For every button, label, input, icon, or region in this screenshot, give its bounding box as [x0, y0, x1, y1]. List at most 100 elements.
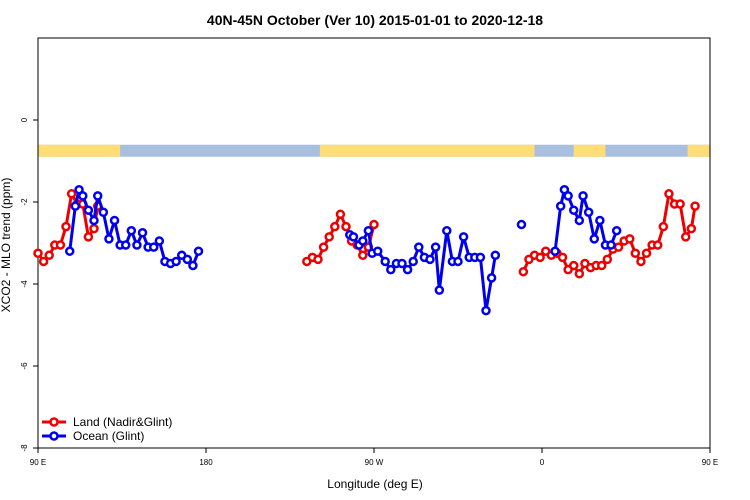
ocean-data-point [109, 215, 120, 226]
x-tick-label: 0 [540, 458, 545, 467]
ocean-data-point [414, 242, 424, 252]
y-tick-label: 0 [20, 117, 29, 122]
land-data-point [33, 248, 43, 258]
ocean-data-point [516, 219, 527, 230]
land-data-point [686, 223, 697, 234]
ocean-data-point [98, 207, 109, 217]
x-tick-label: 90 W [365, 458, 384, 467]
land-data-point [630, 248, 641, 258]
land-segment [573, 144, 606, 157]
y-axis-label: XCO2 - MLO trend (ppm) [0, 178, 13, 313]
land-data-point [636, 256, 646, 267]
ocean-data-point [92, 191, 103, 201]
ocean-data-point [486, 273, 497, 283]
ocean-data-point [434, 285, 445, 295]
ocean-data-point [555, 201, 566, 211]
ocean-data-point [104, 234, 114, 244]
ocean-data-point [70, 201, 81, 211]
x-tick-label: 90 E [30, 458, 46, 467]
ocean-data-point [182, 254, 193, 265]
ocean-data-point [386, 264, 396, 275]
ocean-data-point [475, 252, 486, 263]
ocean-data-point [193, 246, 204, 256]
land-data-point [602, 254, 613, 265]
ocean-data-point [595, 215, 605, 226]
ocean-data-point [137, 228, 148, 238]
ocean-data-point [402, 264, 413, 275]
ocean-data-point [408, 256, 418, 267]
land-data-point [330, 221, 340, 232]
ocean-data-point [83, 205, 94, 215]
x-tick-label: 90 E [702, 458, 718, 467]
land-data-point [83, 232, 94, 242]
legend-marker [49, 431, 59, 441]
ocean-data-point [78, 191, 88, 201]
y-tick-label: -4 [20, 280, 29, 288]
land-segment [319, 144, 535, 157]
ocean-data-point [550, 246, 560, 256]
ocean-data-point [154, 236, 165, 246]
land-data-point [335, 209, 346, 220]
land-data-point [313, 254, 323, 265]
land-data-point [680, 232, 691, 242]
land-data-point [518, 266, 529, 277]
land-data-point [690, 201, 700, 211]
ocean-data-point [132, 240, 142, 250]
land-data-point [568, 260, 579, 271]
ocean-data-point [568, 205, 579, 215]
y-tick-label: -6 [20, 362, 29, 370]
ocean-data-point [358, 236, 368, 246]
ocean-data-point [574, 215, 585, 226]
ocean-data-point [578, 191, 588, 201]
land-data-point [89, 223, 99, 234]
ocean-data-point [453, 256, 463, 267]
y-tick-label: -2 [20, 198, 29, 206]
land-segment [687, 144, 710, 157]
ocean-data-point [348, 232, 359, 242]
x-axis-label: Longitude (deg E) [327, 477, 422, 491]
legend-label: Land (Nadir&Glint) [73, 415, 172, 429]
land-data-point [55, 240, 66, 250]
legend-marker [49, 417, 59, 427]
y-tick-label: -8 [20, 444, 29, 452]
land-data-point [658, 221, 669, 232]
ocean-data-point [589, 234, 600, 244]
ocean-data-point [363, 225, 374, 236]
x-tick-label: 180 [199, 458, 213, 467]
ocean-data-point [120, 240, 131, 250]
ocean-series-line [349, 229, 497, 313]
ocean-data-point [481, 305, 491, 316]
ocean-data-point [188, 260, 198, 271]
ocean-data-point [64, 246, 75, 256]
land-data-point [574, 269, 585, 279]
ocean-data-point [425, 254, 435, 265]
ocean-data-point [397, 258, 407, 269]
land-data-point [652, 240, 663, 250]
land-data-point [358, 250, 368, 261]
ocean-data-point [490, 250, 501, 261]
land-data-point [324, 232, 334, 242]
land-data-point [613, 242, 624, 252]
land-data-point [596, 260, 607, 271]
land-data-point [675, 199, 685, 209]
land-data-point [61, 221, 71, 232]
ocean-data-point [430, 242, 441, 252]
land-data-point [38, 256, 49, 267]
land-data-point [369, 219, 379, 230]
ocean-data-point [606, 240, 616, 250]
ocean-data-point [126, 225, 137, 236]
ocean-data-point [611, 225, 622, 236]
ocean-data-point [442, 225, 452, 236]
ocean-data-point [89, 215, 99, 226]
land-data-point [318, 242, 329, 252]
ocean-data-point [148, 242, 159, 252]
ocean-data-point [380, 256, 390, 267]
land-data-point [624, 234, 635, 244]
ocean-data-point [563, 191, 573, 201]
chart-title: 40N-45N October (Ver 10) 2015-01-01 to 2… [207, 12, 543, 28]
land-data-point [535, 252, 545, 263]
land-segment [38, 144, 121, 157]
land-data-point [66, 189, 77, 199]
